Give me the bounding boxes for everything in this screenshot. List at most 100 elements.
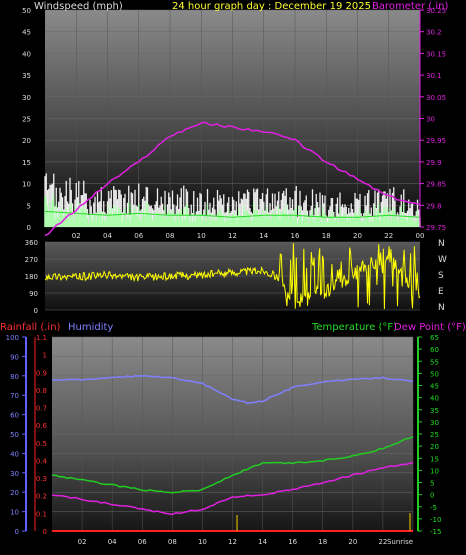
barometer-tick-label: 29.75 <box>426 224 446 232</box>
barometer-axis-label: Barometer (.in) <box>372 1 448 12</box>
hour-tick-label: 18 <box>318 538 327 546</box>
temperature-tick-label: 0 <box>430 492 434 500</box>
hour-tick-label: 02 <box>72 232 81 240</box>
direction-tick-label: 270 <box>25 256 38 264</box>
hour-tick-label: 06 <box>134 232 143 240</box>
compass-label: E <box>438 287 444 297</box>
temperature-tick-label: 25 <box>430 431 439 439</box>
windspeed-tick-label: 45 <box>22 29 31 37</box>
direction-tick-label: 90 <box>29 290 38 298</box>
temperature-tick-label: 50 <box>430 370 439 378</box>
humidity-tick-label: 80 <box>10 373 19 381</box>
windspeed-tick-label: 10 <box>22 181 31 189</box>
hour-tick-label: 12 <box>228 538 237 546</box>
hour-tick-label: 16 <box>291 232 300 240</box>
hour-tick-label: 18 <box>322 232 331 240</box>
temperature-tick-label: 55 <box>430 358 439 366</box>
temperature-tick-label: 60 <box>430 346 439 354</box>
windspeed-tick-label: 50 <box>22 7 31 15</box>
humidity-tick-label: 20 <box>10 489 19 497</box>
windspeed-axis-label: Windspeed (mph) <box>34 1 123 12</box>
hour-tick-label: 10 <box>197 232 206 240</box>
barometer-tick-label: 30.2 <box>426 29 442 37</box>
hour-tick-label: 00 <box>416 232 425 240</box>
hour-tick-label: 02 <box>78 538 87 546</box>
temperature-tick-label: 10 <box>430 467 439 475</box>
temperature-line <box>51 436 414 494</box>
hour-tick-label: 20 <box>353 232 362 240</box>
windspeed-tick-label: 0 <box>27 224 31 232</box>
rainfall-tick-label: 0.5 <box>36 440 47 448</box>
humidity-tick-label: 10 <box>10 509 19 517</box>
hour-tick-label: 08 <box>166 232 175 240</box>
graph-title: 24 hour graph day : December 19 2025 <box>172 1 371 12</box>
compass-label: N <box>438 239 445 249</box>
direction-tick-label: 360 <box>25 239 38 247</box>
dewpoint-axis-label: Dew Point (°F) <box>394 322 466 333</box>
temperature-tick-label: 5 <box>430 480 434 488</box>
compass-label: S <box>438 271 444 281</box>
windspeed-tick-label: 30 <box>22 94 31 102</box>
windspeed-tick-label: 5 <box>27 202 31 210</box>
barometer-tick-label: 30.1 <box>426 72 442 80</box>
barometer-tick-label: 30 <box>426 116 435 124</box>
temperature-tick-label: 35 <box>430 407 439 415</box>
humidity-tick-label: 30 <box>10 470 19 478</box>
temperature-tick-label: 30 <box>430 419 439 427</box>
windspeed-tick-label: 25 <box>22 116 31 124</box>
humidity-tick-label: 50 <box>10 431 19 439</box>
temperature-axis-label: Temperature (°F) <box>311 322 397 333</box>
temperature-tick-label: -15 <box>430 528 441 536</box>
temperature-tick-label: -10 <box>430 516 441 524</box>
humidity-tick-label: 90 <box>10 353 19 361</box>
wind-barometer-panel: 0 5 10 15 20 25 30 35 40 45 50 29.75 29.8 29.85 29.9 2… <box>22 1 448 240</box>
wind-average-line <box>44 210 420 218</box>
temperature-tick-label: 40 <box>430 395 439 403</box>
hour-tick-label: 10 <box>198 538 207 546</box>
humidity-axis-label: Humidity <box>68 322 113 333</box>
compass-label: W <box>438 255 447 265</box>
windspeed-tick-label: 20 <box>22 137 31 145</box>
rainfall-axis-label: Rainfall (.in) <box>0 322 61 333</box>
barometer-tick-label: 30.05 <box>426 94 446 102</box>
rainfall-tick-label: 0.3 <box>36 475 47 483</box>
barometer-tick-label: 29.9 <box>426 159 442 167</box>
rainfall-tick-label: 0.1 <box>36 510 47 518</box>
temperature-tick-label: 20 <box>430 443 439 451</box>
rainfall-tick-label: 0.9 <box>36 369 47 377</box>
temperature-tick-label: -5 <box>430 504 437 512</box>
humidity-tick-label: 70 <box>10 392 19 400</box>
temperature-tick-label: 65 <box>430 334 439 342</box>
rainfall-tick-label: 1.1 <box>36 334 47 342</box>
rainfall-tick-label: 0.8 <box>36 387 47 395</box>
hour-tick-label: 22 <box>384 232 393 240</box>
barometer-tick-label: 29.8 <box>426 202 442 210</box>
wind-direction-line <box>44 243 421 310</box>
rainfall-tick-label: 0.4 <box>36 457 48 465</box>
hour-tick-label: 14 <box>259 232 268 240</box>
rainfall-tick-label: 1 <box>43 352 47 360</box>
humidity-tick-label: 60 <box>10 412 19 420</box>
hour-tick-label: 14 <box>258 538 267 546</box>
rainfall-tick-label: 0.7 <box>36 405 47 413</box>
rainfall-tick-label: 0 <box>43 528 47 536</box>
rainfall-tick-label: 0.6 <box>36 422 48 430</box>
hour-tick-label: 04 <box>103 232 112 240</box>
humidity-tick-label: 100 <box>6 334 19 342</box>
temperature-tick-label: 45 <box>430 383 439 391</box>
dewpoint-line <box>51 461 414 516</box>
hour-tick-label: 04 <box>108 538 117 546</box>
barometer-tick-label: 30.25 <box>426 7 446 15</box>
direction-tick-label: 0 <box>34 307 38 315</box>
compass-label: N <box>438 303 445 313</box>
hour-tick-label: 06 <box>138 538 147 546</box>
direction-tick-label: 180 <box>25 273 38 281</box>
barometer-line <box>44 121 421 237</box>
humidity-tick-label: 40 <box>10 450 19 458</box>
hour-tick-label: 20 <box>348 538 357 546</box>
hour-tick-label: 22 <box>378 538 387 546</box>
temperature-tick-label: 15 <box>430 455 439 463</box>
hour-tick-label: 12 <box>228 232 237 240</box>
